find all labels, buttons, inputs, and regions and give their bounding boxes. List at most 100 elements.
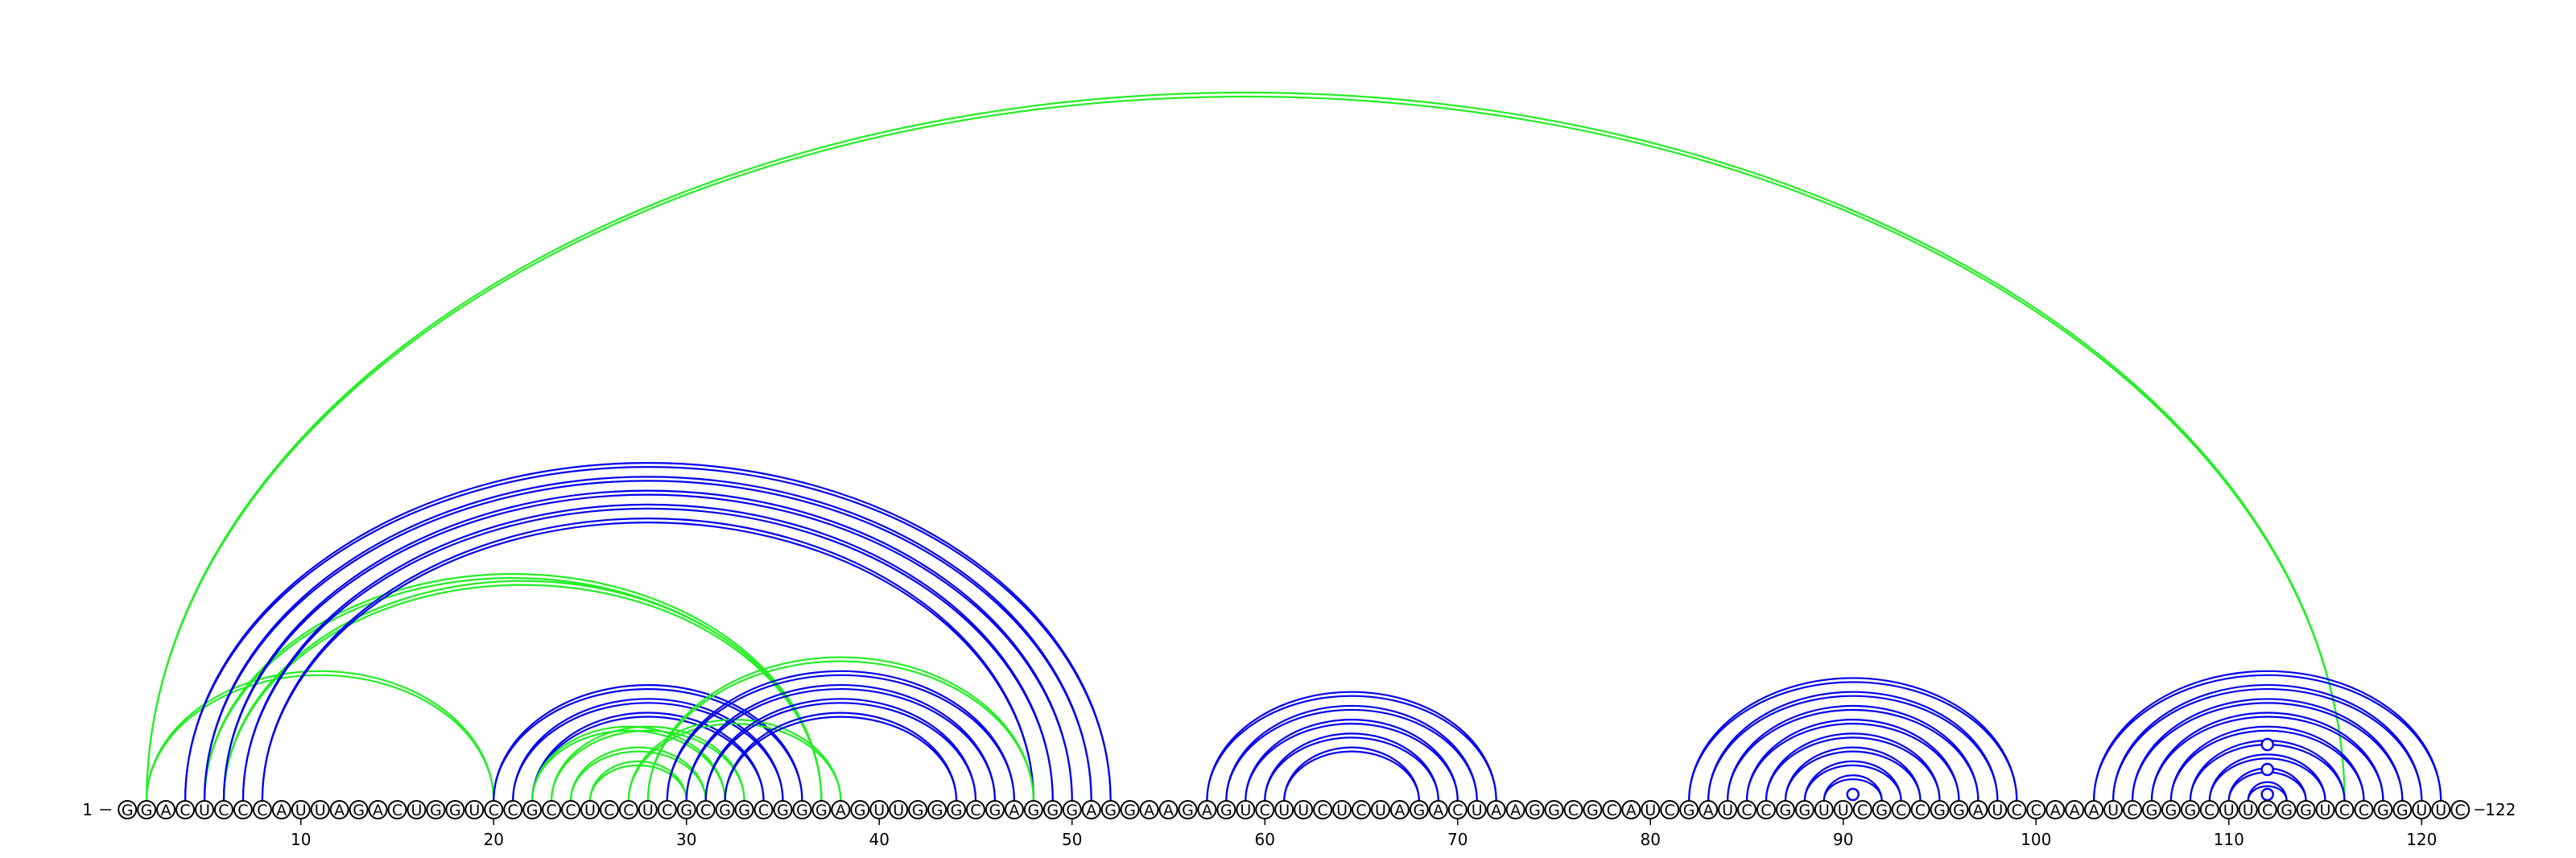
nucleotide-letter: G <box>1798 802 1810 819</box>
nucleotide-circle <box>599 800 619 819</box>
nucleotide: C <box>1852 800 1872 819</box>
base-pair-arc <box>1225 708 1478 802</box>
nucleotide: U <box>2219 800 2239 819</box>
base-pair-arc <box>1688 681 2018 802</box>
nucleotide-circle <box>542 800 562 819</box>
nucleotide-letter: U <box>2107 802 2119 819</box>
nucleotide: C <box>252 800 272 819</box>
loop-marker <box>2260 787 2274 802</box>
nucleotide-letter: G <box>430 802 442 819</box>
nucleotide-circle <box>580 800 600 819</box>
nucleotide-circle <box>252 800 272 819</box>
base-pair-arc <box>1245 723 1459 802</box>
nucleotide-letter: C <box>1896 802 1906 819</box>
nucleotide-circle <box>1794 800 1814 819</box>
nucleotide-circle <box>1814 800 1834 819</box>
nucleotide-letter: C <box>970 802 980 819</box>
nucleotide: U <box>1370 800 1390 819</box>
nucleotide: A <box>1621 800 1641 819</box>
nucleotide-letter: G <box>2300 802 2312 819</box>
nucleotide: C <box>2026 800 2046 819</box>
nucleotide-circle <box>407 800 427 819</box>
base-pair-arc <box>1823 778 1883 802</box>
nucleotide-circle <box>908 800 928 819</box>
nucleotide: G <box>734 800 754 819</box>
nucleotide: U <box>2412 800 2432 819</box>
nucleotide-letter: C <box>489 802 499 819</box>
nucleotide-circle <box>1602 800 1622 819</box>
nucleotide-letter: U <box>1240 802 1251 819</box>
nucleotide-circle <box>1023 800 1043 819</box>
nucleotide: C <box>618 800 638 819</box>
nucleotide: U <box>310 800 330 819</box>
tick-label: 70 <box>1447 830 1468 849</box>
nucleotide-circle <box>2180 800 2200 819</box>
nucleotide-letter: G <box>526 802 539 819</box>
nucleotide: G <box>426 800 446 819</box>
base-pair-arc <box>2150 716 2384 802</box>
base-pair-arc <box>242 503 1054 802</box>
nucleotide-letter: C <box>604 802 614 819</box>
nucleotide-circle <box>137 800 157 819</box>
nucleotide: C <box>1737 800 1757 819</box>
nucleotide: C <box>561 800 581 819</box>
nucleotide: G <box>445 800 465 819</box>
nucleotide-circle <box>464 800 485 819</box>
nucleotide: U <box>1274 800 1294 819</box>
base-pair-arc <box>666 670 1015 802</box>
nucleotide: C <box>213 800 233 819</box>
nucleotide-circle <box>2046 800 2066 819</box>
nucleotide-circle <box>850 800 870 819</box>
nucleotide: A <box>2046 800 2066 819</box>
base-pair-arc <box>146 91 2346 802</box>
nucleotide-circle <box>2431 800 2451 819</box>
base-pair-arc <box>222 580 823 802</box>
nucleotide: A <box>1081 800 1101 819</box>
nucleotide: C <box>1756 800 1776 819</box>
nucleotide-letter: G <box>1124 802 1136 819</box>
nucleotide-circle <box>2450 800 2471 819</box>
nucleotide-letter: C <box>508 802 518 819</box>
nucleotide-letter: A <box>373 802 383 819</box>
nucleotide-circle <box>2296 800 2316 819</box>
nucleotide-letter: C <box>662 802 672 819</box>
nucleotide-letter: C <box>237 802 248 819</box>
tick-label: 90 <box>1833 830 1853 849</box>
nucleotide: U <box>1641 800 1661 819</box>
nucleotide-letter: G <box>1953 802 1965 819</box>
nucleotide-circle <box>2103 800 2124 819</box>
nucleotide-letter: G <box>1683 802 1695 819</box>
nucleotide-letter: C <box>2031 802 2041 819</box>
nucleotide-letter: G <box>1046 802 1059 819</box>
nucleotide-circle <box>2238 800 2258 819</box>
nucleotide: C <box>484 800 504 819</box>
base-pair-arc <box>1245 719 1459 802</box>
nucleotide-circle <box>1660 800 1680 819</box>
nucleotide: C <box>2354 800 2374 819</box>
nucleotide: C <box>657 800 677 819</box>
base-pair-arc <box>646 660 1034 802</box>
nucleotide: C <box>2334 800 2355 819</box>
nucleotide: C <box>1447 800 1468 819</box>
base-pair-arc <box>1283 750 1420 802</box>
nucleotide-circle <box>1313 800 1333 819</box>
nucleotide-letter: G <box>796 802 808 819</box>
nucleotide-letter: G <box>989 802 1001 819</box>
base-pair-arc <box>685 688 997 802</box>
nucleotide-circle <box>773 800 793 819</box>
nucleotide: U <box>2238 800 2258 819</box>
nucleotide-circle <box>1100 800 1121 819</box>
nucleotide-circle <box>503 800 523 819</box>
nucleotide-letter: U <box>873 802 885 819</box>
nucleotide-circle <box>966 800 985 819</box>
nucleotide-letter: U <box>2320 802 2331 819</box>
nucleotide: G <box>1583 800 1603 819</box>
base-pair-arc <box>146 674 495 802</box>
nucleotide-circle <box>1756 800 1776 819</box>
nucleotide-letter: A <box>2050 802 2061 819</box>
nucleotide-circle <box>1583 800 1603 819</box>
nucleotide: A <box>1699 800 1719 819</box>
nucleotide-circle <box>927 800 947 819</box>
tick-label: 10 <box>291 830 311 849</box>
nucleotide-letter: G <box>912 802 924 819</box>
